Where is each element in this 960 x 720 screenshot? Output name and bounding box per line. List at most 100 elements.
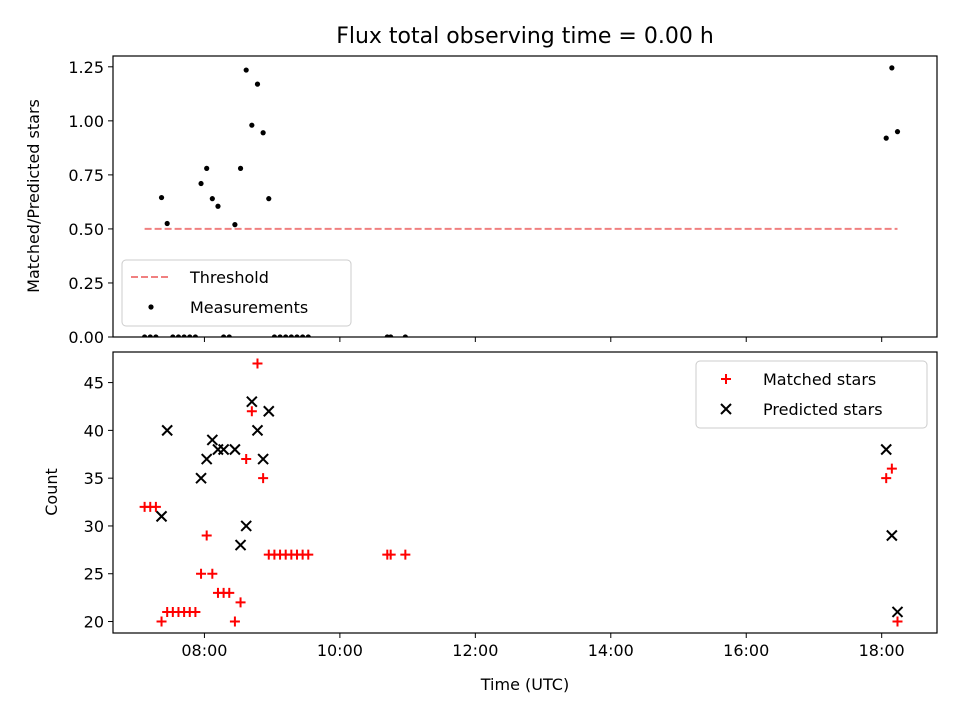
measurement-point: [237, 165, 244, 171]
measurement-point: [181, 334, 187, 337]
predicted-star-point: [263, 405, 275, 417]
measurement-point: [164, 220, 170, 227]
predicted-star-point: [229, 443, 241, 456]
measurement-point: [883, 135, 889, 141]
predicted-star-point: [251, 424, 264, 437]
matched-star-point: [886, 463, 897, 474]
legend-predicted-label: Predicted stars: [763, 400, 883, 419]
predicted-star-point: [234, 539, 247, 551]
measurement-point: [300, 334, 306, 337]
x-axis-label: Time (UTC): [480, 675, 569, 694]
matched-star-point: [235, 597, 246, 608]
matched-star-point: [224, 587, 235, 598]
matched-star-point: [156, 616, 167, 627]
predicted-star-point: [161, 424, 173, 437]
measurement-point: [226, 334, 232, 337]
matched-star-point: [385, 549, 396, 560]
y-tick-label: 0.50: [68, 220, 104, 239]
y-tick-label: 45: [84, 374, 104, 393]
matched-star-point: [252, 358, 263, 369]
predicted-star-point: [257, 453, 269, 465]
legend-matched-swatch: [721, 374, 731, 384]
top-panel: 0.00 0.25 0.50 0.75 1.00 1.25 Threshold Measure…: [68, 55, 938, 347]
predicted-star-point: [217, 443, 230, 456]
measurement-point: [402, 334, 408, 337]
legend-matched-label: Matched stars: [763, 370, 876, 389]
matched-star-point: [196, 568, 207, 579]
measurement-point: [271, 334, 278, 337]
measurement-point: [153, 334, 159, 337]
measurement-point: [158, 194, 165, 201]
predicted-star-point: [891, 606, 904, 618]
axes-frame: [112, 55, 938, 338]
predicted-star-point: [246, 395, 258, 408]
x-tick-label: 14:00: [588, 641, 634, 660]
measurement-point: [198, 180, 204, 187]
measurement-point: [204, 165, 210, 171]
top-legend: Threshold Measurements: [121, 259, 352, 327]
legend-measurements-swatch: [148, 304, 154, 310]
measurement-point: [147, 334, 153, 337]
y-tick-label: 0.75: [68, 166, 104, 185]
y-tick-label: 0.00: [68, 328, 104, 347]
measurement-point: [305, 334, 311, 337]
x-tick-label: 10:00: [317, 641, 363, 660]
matched-star-point: [229, 616, 240, 627]
measurement-point: [170, 334, 176, 337]
measurement-point: [142, 334, 148, 337]
x-tick-label: 16:00: [723, 641, 769, 660]
predicted-star-point: [195, 472, 207, 484]
matched-star-point: [258, 473, 269, 484]
matched-star-point: [201, 530, 212, 541]
x-tick-label: 12:00: [452, 641, 498, 660]
bottom-panel: 20 25 30 35 40 45 08:00 10:00 12:00 14:00 16:00 18:…: [84, 351, 938, 660]
bottom-y-axis-label: Count: [42, 468, 61, 516]
measurement-point: [288, 334, 294, 337]
measurement-point: [221, 334, 227, 337]
y-tick-label: 0.25: [68, 274, 104, 293]
matched-star-point: [400, 549, 411, 560]
predicted-star-point: [240, 520, 252, 532]
y-tick-label: 40: [84, 421, 104, 440]
axes-frame: [112, 351, 938, 634]
measurement-point: [243, 67, 249, 73]
measurement-point: [187, 334, 193, 337]
predicted-star-point: [155, 510, 168, 523]
measurement-point: [266, 196, 272, 202]
measurement-point: [192, 334, 198, 337]
y-tick-label: 1.25: [68, 58, 104, 77]
measurement-point: [388, 334, 394, 337]
measurement-point: [294, 334, 300, 337]
matched-star-point: [150, 501, 161, 512]
measurement-point: [889, 65, 895, 71]
predicted-star-point: [880, 443, 892, 456]
y-tick-label: 35: [84, 469, 104, 488]
matched-star-point: [207, 568, 218, 579]
y-tick-label: 30: [84, 517, 104, 536]
matched-star-point: [303, 549, 314, 560]
bottom-legend: Matched stars Predicted stars: [695, 360, 928, 429]
measurement-point: [277, 334, 283, 337]
measurement-point: [232, 222, 238, 228]
measurement-point: [260, 130, 266, 136]
x-tick-label: 18:00: [859, 641, 905, 660]
legend-predicted-swatch: [720, 403, 732, 415]
measurement-point: [249, 122, 255, 128]
measurement-point: [894, 129, 901, 135]
matched-star-point: [190, 606, 201, 617]
measurement-point: [175, 334, 182, 337]
matched-star-point: [892, 616, 903, 627]
measurement-point: [209, 196, 215, 202]
chart-title: Flux total observing time = 0.00 h: [336, 24, 714, 49]
matched-star-point: [881, 473, 892, 484]
predicted-star-point: [886, 529, 898, 542]
y-tick-label: 25: [84, 565, 104, 584]
top-y-axis-label: Matched/Predicted stars: [24, 99, 43, 293]
predicted-star-point: [200, 453, 213, 465]
x-tick-label: 08:00: [181, 641, 227, 660]
measurement-point: [254, 81, 261, 87]
y-tick-label: 20: [84, 613, 104, 632]
predicted-star-point: [206, 434, 219, 446]
y-tick-label: 1.00: [68, 112, 104, 131]
